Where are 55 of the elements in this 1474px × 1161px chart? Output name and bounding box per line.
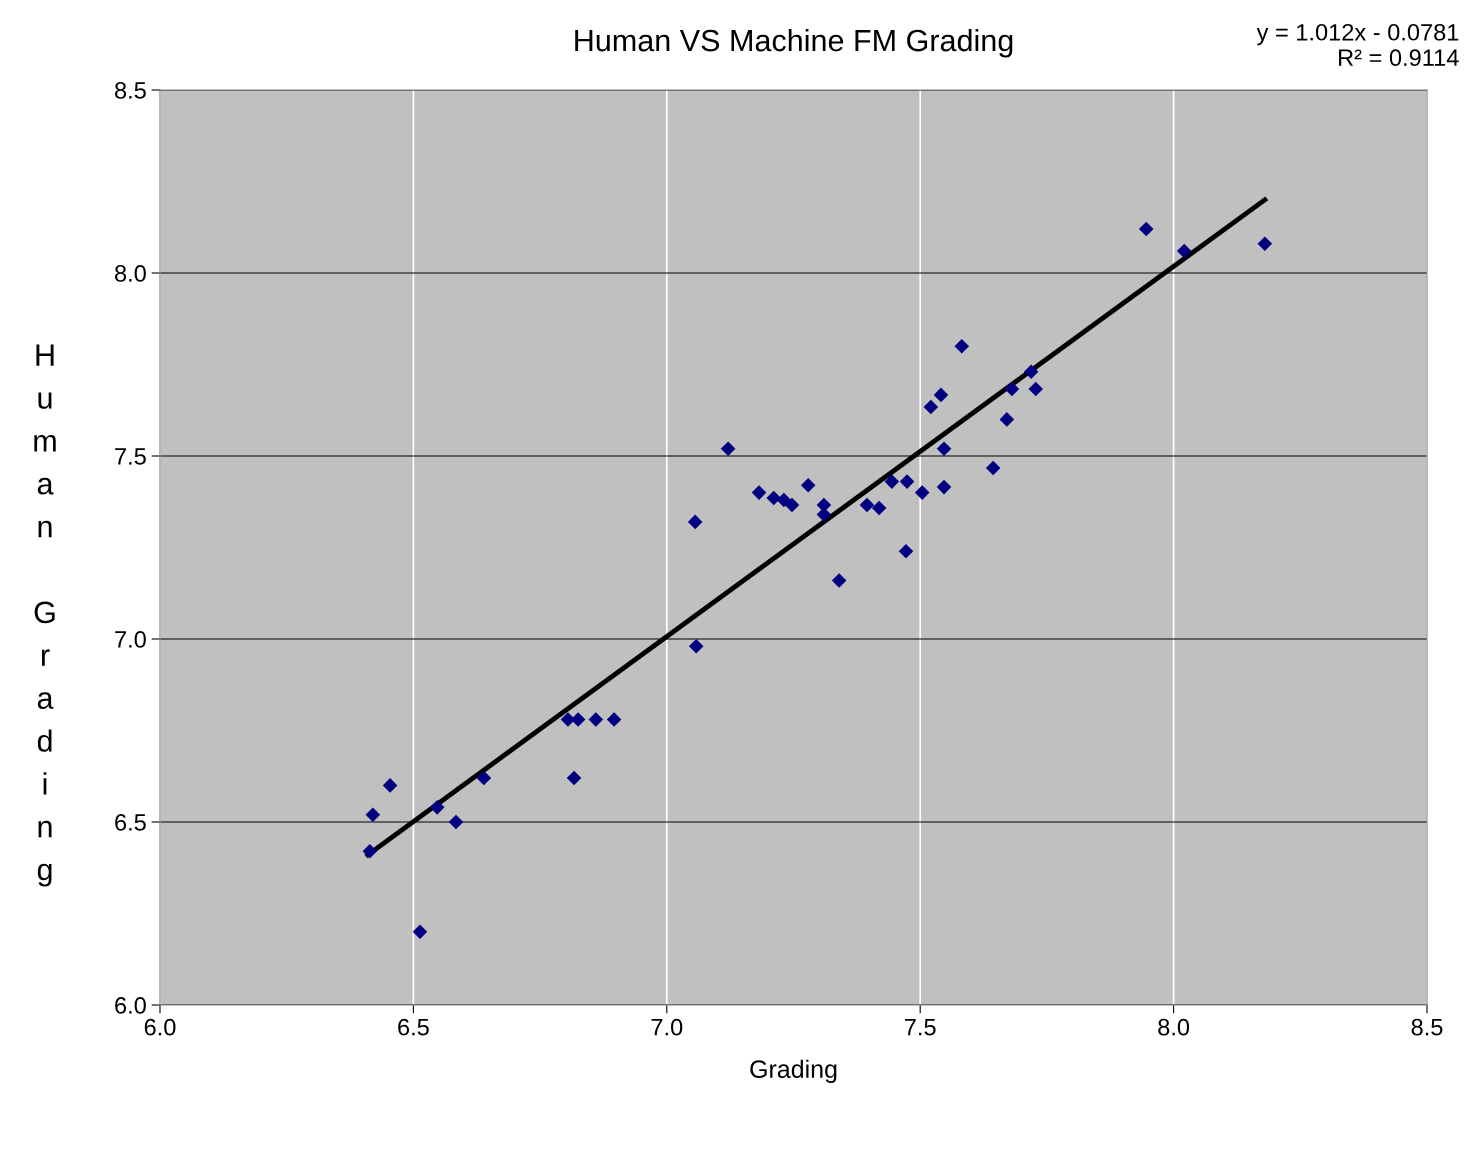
point (871, 500, 887, 516)
point (859, 497, 875, 513)
point (898, 543, 914, 559)
point (687, 514, 703, 530)
x-axis-title: Grading (750, 1059, 837, 1083)
point (800, 478, 816, 493)
point (720, 441, 736, 456)
x-tick-label: 6.5 (398, 1018, 429, 1036)
point (784, 497, 800, 513)
point (1176, 243, 1192, 259)
text: y = 1.012x - 0.0781 R² = 0.9114 (1256, 23, 1459, 67)
y-tick-label: 6.0 (115, 997, 146, 1014)
point (985, 460, 1001, 476)
point (1028, 381, 1044, 397)
y-tick-label: 7.0 (115, 631, 146, 648)
point (476, 770, 492, 786)
point (382, 778, 398, 793)
point (1257, 236, 1273, 251)
point (923, 399, 939, 415)
y-tick-label: 8.0 (115, 265, 146, 282)
point (936, 441, 952, 456)
point (365, 807, 381, 822)
point (1023, 364, 1039, 380)
chart-title: Human VS Machine FM Grading (575, 28, 1013, 58)
point (816, 507, 832, 522)
point (588, 712, 604, 727)
point (831, 573, 847, 588)
point (914, 485, 930, 500)
x-tick-label: 6.0 (144, 1018, 176, 1036)
point (933, 387, 949, 403)
y-tick-label: 6.5 (115, 814, 146, 831)
point (954, 338, 970, 354)
point (362, 844, 378, 859)
point (884, 474, 900, 489)
x-tick-label: 8.5 (1411, 1018, 1443, 1036)
point (999, 412, 1015, 427)
point (766, 490, 782, 506)
y-tick-label: 7.5 (115, 448, 146, 465)
point (448, 814, 464, 830)
x-tick-label: 7.0 (651, 1018, 683, 1036)
point (566, 770, 582, 786)
text: Human Grading (34, 344, 56, 887)
point (899, 474, 915, 489)
point (429, 800, 445, 815)
x-tick-label: 7.5 (905, 1019, 936, 1036)
point (1138, 221, 1154, 237)
point (936, 479, 952, 495)
x-tick-label: 8.0 (1158, 1018, 1190, 1036)
y-tick-label: 8.5 (115, 82, 146, 99)
point (412, 924, 428, 940)
point (776, 492, 792, 508)
point (688, 639, 704, 654)
point (751, 485, 767, 500)
point (1004, 381, 1020, 397)
point (606, 712, 622, 727)
